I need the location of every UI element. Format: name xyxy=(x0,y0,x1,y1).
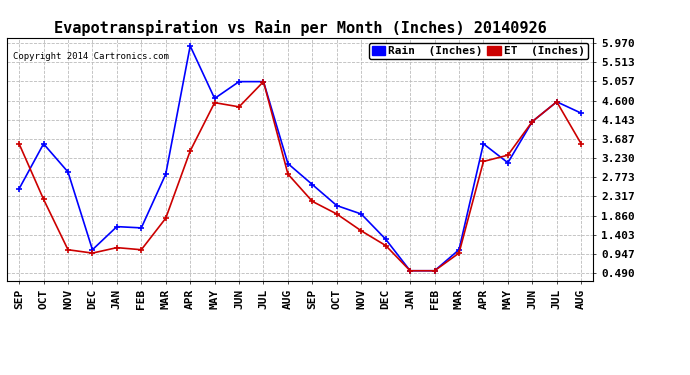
Legend: Rain  (Inches), ET  (Inches): Rain (Inches), ET (Inches) xyxy=(369,43,588,59)
Text: Copyright 2014 Cartronics.com: Copyright 2014 Cartronics.com xyxy=(13,52,168,61)
Title: Evapotranspiration vs Rain per Month (Inches) 20140926: Evapotranspiration vs Rain per Month (In… xyxy=(54,20,546,36)
